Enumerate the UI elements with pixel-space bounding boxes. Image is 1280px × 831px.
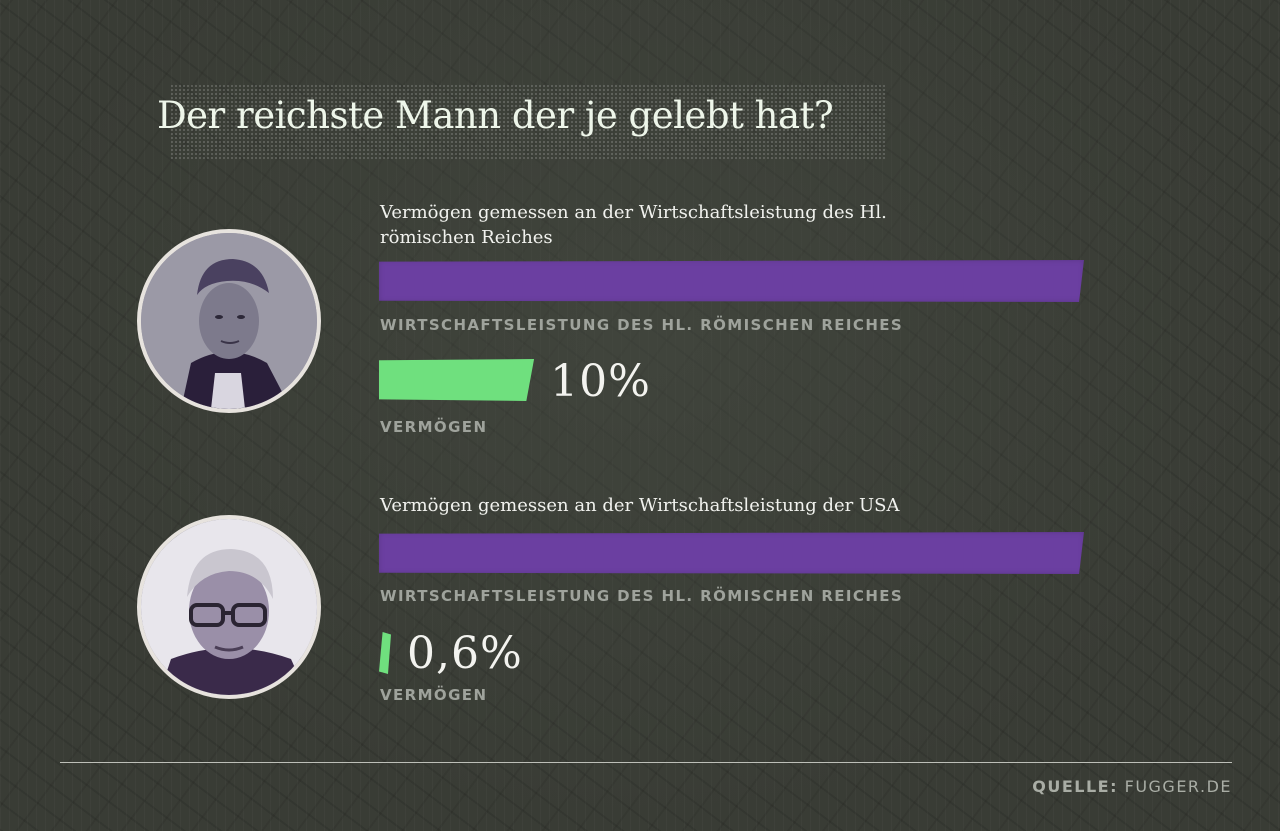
- chart2-wealth-label: VERMÖGEN: [380, 686, 488, 704]
- chart2-economy-bar: [379, 532, 1084, 574]
- chart1-heading: Vermögen gemessen an der Wirtschaftsleis…: [380, 202, 887, 248]
- chart2-wealth-bar: [379, 632, 391, 674]
- chart2-heading: Vermögen gemessen an der Wirtschaftsleis…: [380, 495, 900, 516]
- chart1-economy-label: WIRTSCHAFTSLEISTUNG DES HL. RÖMISCHEN RE…: [380, 316, 904, 334]
- source-value: FUGGER.DE: [1124, 777, 1232, 796]
- chart-title: Der reichste Mann der je gelebt hat?: [157, 94, 834, 137]
- portrait-illustration-2: [141, 519, 317, 695]
- source-label: QUELLE:: [1032, 777, 1119, 796]
- chart1-wealth-value: 10%: [550, 356, 651, 407]
- chart2-wealth-value: 0,6%: [407, 628, 523, 679]
- portrait-illustration-1: [141, 233, 317, 409]
- title-dot-pattern: [170, 84, 885, 160]
- footer-divider: [60, 762, 1232, 763]
- chart1-economy-bar: [379, 260, 1084, 302]
- chart1-wealth-bar: [379, 359, 535, 401]
- chart1-wealth-label: VERMÖGEN: [380, 418, 488, 436]
- portrait-bill-gates: [137, 515, 321, 699]
- chart2-economy-label: WIRTSCHAFTSLEISTUNG DES HL. RÖMISCHEN RE…: [380, 587, 904, 605]
- portrait-jakob-fugger: [137, 229, 321, 413]
- source-credit: QUELLE: FUGGER.DE: [1032, 777, 1232, 796]
